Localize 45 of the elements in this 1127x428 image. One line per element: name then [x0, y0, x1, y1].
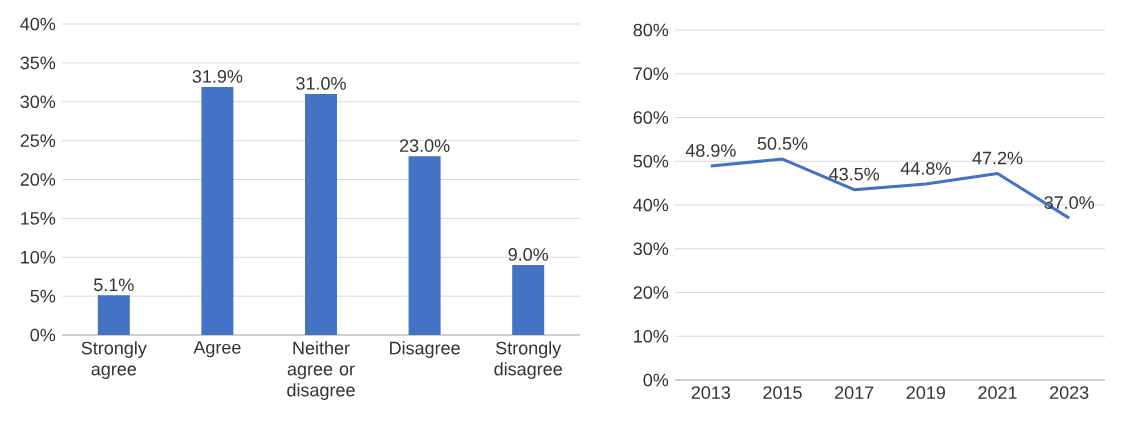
data-label: 50.5% [757, 137, 808, 150]
data-label: 48.9% [685, 144, 736, 157]
data-label: 43.5% [829, 167, 880, 181]
bar [305, 93, 337, 335]
x-tick-label: 2023 [1050, 386, 1089, 399]
y-tick-label: 0% [30, 328, 56, 342]
data-label: 31.0% [296, 77, 346, 90]
x-tick-label: Strongly agree [81, 341, 147, 379]
x-tick-label: 2021 [978, 386, 1017, 399]
y-tick-label: 30% [633, 242, 669, 256]
y-tick-label: 0% [643, 373, 669, 387]
y-tick-label: 10% [21, 250, 56, 264]
x-tick-label: 2019 [906, 386, 945, 399]
x-tick-label: 2017 [835, 386, 874, 399]
y-tick-label: 15% [21, 212, 56, 225]
bar [201, 86, 234, 335]
y-tick-label: 40% [20, 17, 56, 31]
bar [408, 156, 441, 335]
x-tick-label: Disagree [390, 341, 460, 358]
data-label: 31.9% [192, 70, 243, 83]
x-tick-label: 2015 [763, 386, 802, 399]
y-tick-label: 50% [633, 154, 669, 168]
x-tick-label: 2013 [691, 386, 731, 399]
y-tick-label: 25% [20, 134, 56, 147]
y-tick-label: 80% [633, 23, 669, 37]
data-label: 5.1% [94, 278, 134, 292]
y-tick-label: 20% [633, 286, 669, 299]
y-tick-label: 10% [634, 329, 669, 343]
y-tick-label: 30% [20, 95, 56, 109]
x-tick-label: Neither agree or disagree [287, 341, 355, 400]
x-tick-label: Strongly disagree [494, 341, 562, 379]
y-tick-label: 70% [633, 67, 669, 81]
y-tick-label: 20% [20, 173, 56, 186]
y-tick-label: 40% [633, 198, 669, 212]
bar [512, 265, 545, 335]
data-label: 44.8% [900, 162, 951, 175]
y-tick-label: 5% [30, 289, 56, 303]
data-label: 23.0% [399, 139, 450, 152]
bar [97, 295, 130, 335]
x-tick-label: Agree [193, 341, 241, 358]
y-tick-label: 60% [633, 111, 669, 124]
data-label: 37.0% [1044, 196, 1095, 209]
y-tick-label: 35% [20, 56, 56, 70]
data-label: 47.2% [972, 151, 1023, 165]
data-label: 9.0% [508, 248, 549, 261]
